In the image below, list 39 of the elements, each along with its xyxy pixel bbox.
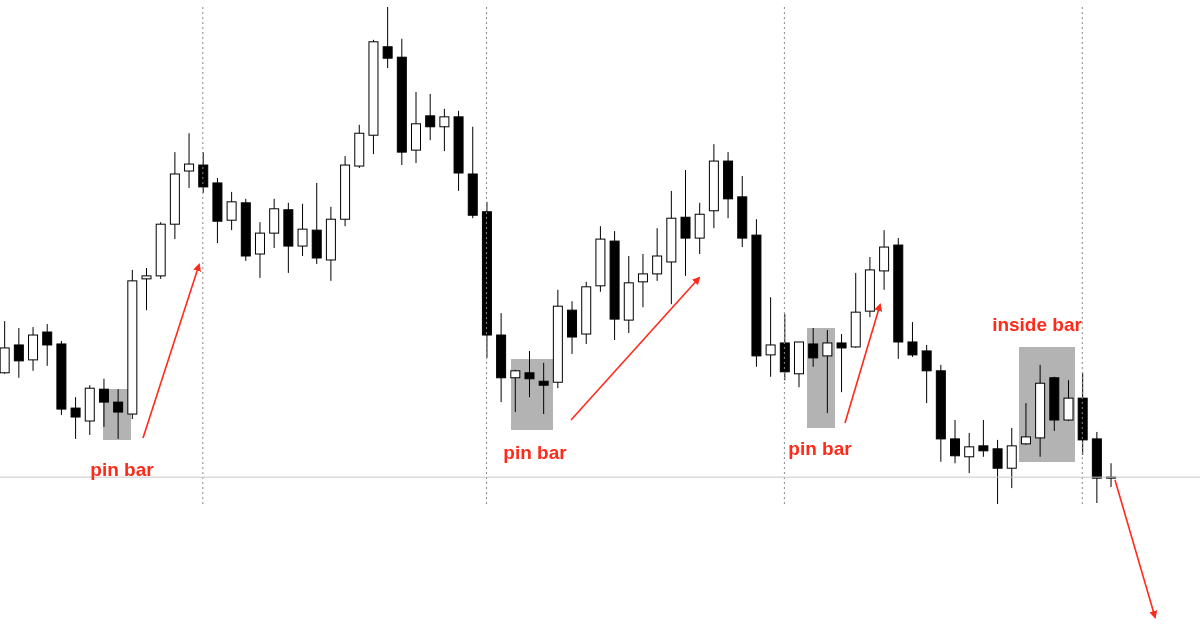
candlestick xyxy=(184,132,195,189)
candlestick xyxy=(808,327,819,368)
candlestick xyxy=(950,419,961,464)
annotation: pin bar xyxy=(503,442,567,464)
annotation: inside bar xyxy=(992,314,1082,336)
candlestick xyxy=(765,296,776,378)
candlestick xyxy=(978,419,989,458)
candlestick xyxy=(694,202,705,255)
candlestick xyxy=(836,333,847,393)
candlestick xyxy=(907,321,918,358)
candlestick xyxy=(113,388,124,440)
candlestick xyxy=(439,108,450,152)
candlestick xyxy=(992,439,1003,504)
candlestick xyxy=(42,323,53,367)
candlestick xyxy=(297,203,308,257)
candlestick xyxy=(13,327,24,379)
candlestick xyxy=(70,396,81,440)
candlestick xyxy=(637,253,648,308)
candlestick xyxy=(98,378,109,428)
candlestick xyxy=(226,191,237,231)
candlestick xyxy=(1006,427,1017,489)
candlestick xyxy=(1063,379,1074,422)
candlestick xyxy=(921,344,932,404)
candlestick xyxy=(652,227,663,282)
candlestick xyxy=(524,350,535,398)
annotation: pin bar xyxy=(90,459,154,481)
candlestick xyxy=(198,151,209,194)
annotation: pin bar xyxy=(788,438,852,460)
candlestick xyxy=(538,362,549,415)
candlestick xyxy=(964,432,975,474)
candlestick xyxy=(382,7,393,69)
candlestick xyxy=(680,169,691,277)
candlestick xyxy=(879,229,890,291)
candlestick xyxy=(425,93,436,141)
candlestick xyxy=(141,267,152,311)
candlestick xyxy=(822,329,833,414)
candlestick xyxy=(1020,402,1031,446)
candlestick xyxy=(510,369,521,413)
candlestick xyxy=(254,221,265,279)
